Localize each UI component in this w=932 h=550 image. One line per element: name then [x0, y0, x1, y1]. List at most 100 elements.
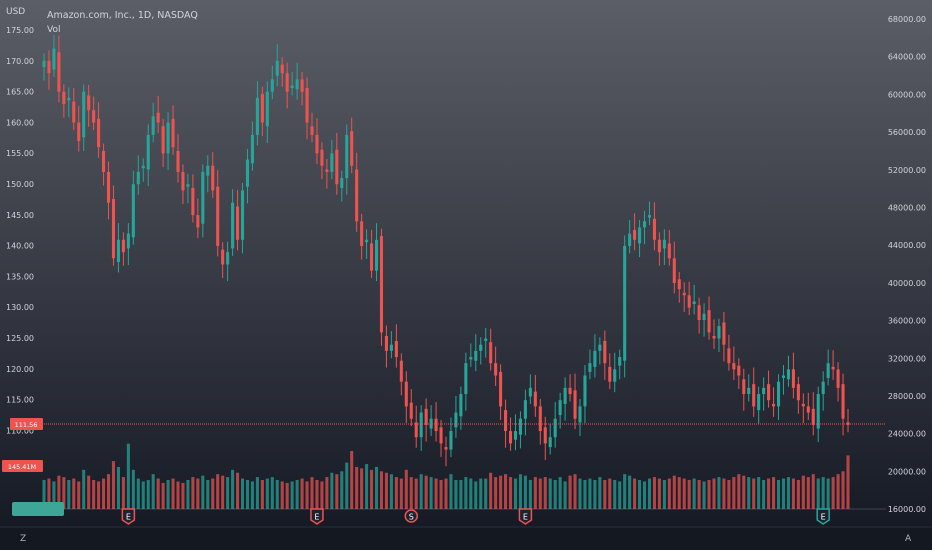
candle-body — [141, 165, 145, 169]
candle-body — [226, 252, 230, 265]
volume-bar — [87, 475, 91, 509]
volume-bar — [469, 478, 473, 509]
candle-body — [682, 292, 686, 296]
candle-body — [171, 118, 175, 148]
volume-tick-label: 36000.00 — [888, 317, 926, 326]
volume-bar — [772, 477, 776, 509]
volume-tick-label: 24000.00 — [888, 430, 926, 439]
candle-body — [176, 150, 180, 172]
volume-bar — [523, 475, 527, 509]
price-tick-label: 135.00 — [6, 272, 34, 281]
volume-tick-label: 60000.00 — [888, 90, 926, 99]
volume-tick-label: 40000.00 — [888, 279, 926, 288]
candle-body — [265, 91, 269, 127]
candle-body — [350, 131, 354, 166]
volume-bar — [806, 477, 810, 509]
candle-body — [657, 239, 661, 253]
volume-bar — [836, 474, 840, 509]
volume-bar — [414, 478, 418, 509]
volume-bar — [82, 469, 86, 509]
candle-body — [146, 134, 150, 170]
volume-bar — [513, 478, 518, 509]
candle-body — [250, 134, 254, 164]
candle-body — [300, 79, 304, 92]
candle-body — [717, 326, 721, 339]
candle-body — [548, 437, 552, 448]
candle-body — [191, 187, 195, 216]
candle-body — [816, 394, 820, 429]
earnings-marker[interactable]: E — [310, 508, 324, 525]
candle-body — [429, 418, 433, 429]
candle-body — [623, 245, 627, 361]
volume-axis: 68000.00 64000.00 60000.00 56000.00 52000.00… — [888, 15, 926, 514]
candle-body — [365, 239, 369, 243]
candle-body — [533, 391, 537, 407]
volume-bar — [399, 478, 403, 509]
candle-body — [712, 336, 716, 339]
volume-bar — [518, 474, 522, 509]
candle-body — [236, 206, 240, 240]
candle-body — [642, 221, 647, 228]
candle-body — [131, 184, 135, 238]
volume-bar — [449, 474, 453, 509]
earnings-marker[interactable]: E — [121, 508, 136, 525]
candle-body — [255, 97, 259, 135]
volume-bar — [464, 477, 468, 509]
candle-body — [662, 239, 666, 249]
volume-indicator-chip[interactable] — [12, 502, 64, 516]
candle-body — [747, 387, 751, 395]
price-tick-label: 130.00 — [6, 303, 34, 312]
earnings-marker[interactable]: E — [518, 508, 533, 525]
candle-body — [57, 52, 61, 92]
volume-bar — [240, 478, 245, 509]
volume-bar — [250, 481, 254, 509]
zoom-button[interactable]: Z — [20, 534, 26, 544]
candle-body — [652, 218, 656, 240]
earnings-marker[interactable]: S — [404, 509, 419, 523]
candle-body — [513, 431, 518, 440]
volume-bar — [181, 482, 185, 509]
candle-body — [618, 357, 622, 366]
volume-bar — [796, 480, 800, 509]
volume-bar — [494, 477, 498, 509]
candle-body — [360, 221, 364, 246]
candle-body — [558, 400, 562, 416]
candle-body — [310, 126, 314, 135]
volume-bar — [265, 478, 269, 509]
volume-legend[interactable]: Vol — [47, 25, 60, 35]
volume-bar — [231, 469, 235, 509]
volume-bar — [126, 443, 130, 509]
auto-scale-button[interactable]: A — [905, 534, 912, 544]
volume-bar — [116, 466, 120, 509]
volume-bar — [439, 480, 443, 509]
volume-bar — [384, 472, 388, 509]
candle-body — [523, 400, 527, 419]
currency-label: USD — [6, 7, 25, 17]
candle-body — [484, 338, 488, 341]
marker-label: S — [409, 513, 414, 522]
candle-body — [166, 122, 170, 154]
volume-bar — [707, 480, 711, 509]
candle-body — [245, 159, 250, 187]
candle-body — [211, 165, 215, 191]
candle-body — [786, 369, 790, 380]
candle-body — [781, 375, 786, 378]
candle-body — [821, 381, 825, 395]
candle-body — [414, 422, 418, 438]
volume-bar — [374, 466, 379, 509]
candle-body — [260, 94, 264, 123]
candle-body — [474, 350, 478, 361]
candle-body — [603, 340, 607, 364]
earnings-marker[interactable]: E — [816, 508, 830, 525]
candle-body — [633, 229, 637, 240]
candle-body — [106, 171, 111, 203]
volume-bar — [57, 475, 61, 509]
candle-body — [479, 344, 483, 351]
volume-bar — [365, 464, 369, 509]
volume-bar — [628, 475, 632, 509]
chart-title[interactable]: Amazon.com, Inc., 1D, NASDAQ — [47, 10, 198, 21]
candle-body — [737, 365, 741, 376]
price-tick-label: 120.00 — [6, 365, 34, 374]
volume-badge: 145.41M — [2, 460, 43, 472]
